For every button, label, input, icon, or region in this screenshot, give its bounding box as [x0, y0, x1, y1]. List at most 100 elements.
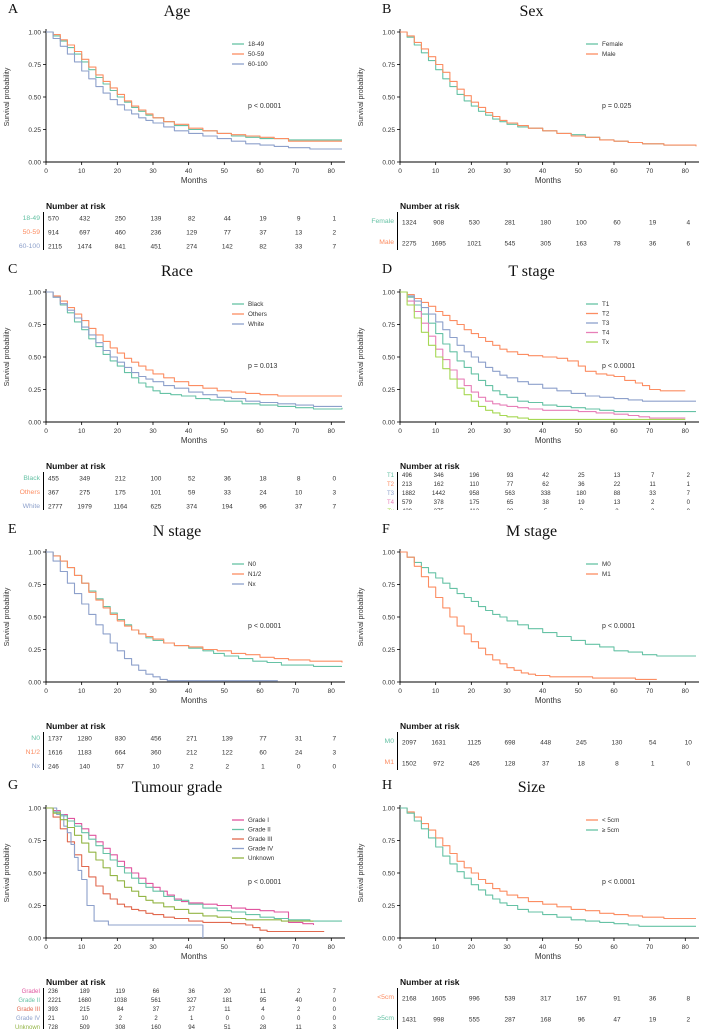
x-tick-label: 0: [398, 428, 402, 435]
risk-row-label: Male: [379, 239, 394, 247]
survival-plot-svg: 0.00 0.25 0.50 0.75 1.00 0 10 20 30 40 50 60 70 80 Mon…: [4, 805, 345, 961]
x-tick-label: 20: [114, 168, 122, 175]
km-panel: A Age 0.00 0.25 0.50 0.75 1.00 0 10 20 30 40 50 60 7…: [0, 0, 354, 250]
x-tick-label: 80: [682, 688, 690, 695]
risk-count: 236: [48, 989, 59, 996]
risk-table-header: Number at risk: [400, 977, 460, 987]
risk-count: 28: [259, 1024, 267, 1029]
risk-row-cells: 367 275 175 101 59 33 24 10 3: [43, 486, 354, 500]
risk-table: GradeI 236 189 119 66 36 20 11 2 7 Grade II 2221 168…: [0, 988, 354, 1029]
legend-label: < 5cm: [602, 817, 619, 824]
risk-count: 5: [544, 509, 547, 510]
risk-table-header: Number at risk: [400, 461, 460, 471]
x-tick-label: 30: [149, 944, 157, 951]
x-tick-label: 40: [185, 688, 193, 695]
x-tick-label: 60: [610, 688, 618, 695]
p-value-label: p < 0.0001: [248, 879, 281, 886]
risk-count: 327: [186, 998, 197, 1005]
legend-label: Unknown: [248, 855, 275, 862]
plot-legend: T1 T2 T3 T4 Tx: [586, 301, 610, 346]
risk-count: 167: [575, 995, 587, 1002]
y-axis-title: Survival probability: [4, 587, 11, 646]
y-axis-title: Survival probability: [358, 587, 365, 646]
survival-curve: [46, 807, 204, 938]
risk-table-row: T4 579 378 175 65 38 19 13 2 0: [354, 498, 709, 508]
risk-count: 4: [261, 1006, 265, 1013]
risk-count: 2: [296, 989, 301, 996]
y-tick-label: 0.00: [382, 679, 395, 686]
risk-count: 212: [186, 749, 198, 757]
x-tick-label: 50: [221, 168, 229, 175]
risk-row-cells: 1431 998 555 287 168 96 47 19 2: [397, 1009, 709, 1029]
risk-table-row: T3 1882 1442 958 563 338 180 88 33 7: [354, 489, 709, 499]
risk-count: 455: [48, 475, 59, 483]
survival-curve: [46, 31, 342, 142]
risk-count: 998: [433, 1016, 445, 1023]
x-tick-label: 50: [221, 944, 229, 951]
risk-row-label: N1/2: [25, 748, 40, 756]
km-panel: D T stage 0.00 0.25 0.50 0.75 1.00 0 10 20 30 40 5…: [354, 250, 709, 510]
risk-table: M0 2097 1631 1125 698 448 245 130 54 10 M1 1502 972 4…: [354, 732, 709, 770]
risk-count: 972: [433, 760, 445, 767]
risk-count: 7: [686, 490, 690, 497]
panel-title: Race: [161, 263, 193, 280]
risk-row-cells: 393 215 84 37 27 11 4 2 0: [43, 1005, 354, 1015]
risk-table: T1 496 346 196 93 42 25 13 7 2 T2 213 162 110 77 62 36 22…: [354, 472, 709, 510]
x-tick-label: 80: [328, 428, 336, 435]
risk-table-row: N0 1737 1280 830 456 271 139 77 31 7: [0, 732, 354, 746]
risk-count: 393: [48, 1006, 59, 1013]
risk-table-row: Female 1324 908 530 281 180 100 60 19 4: [354, 212, 709, 233]
risk-count: 1631: [431, 739, 446, 746]
legend-label: Male: [602, 51, 616, 58]
risk-count: 91: [613, 995, 621, 1002]
risk-count: 22: [613, 482, 621, 489]
risk-row-label: Unknown: [14, 1024, 40, 1029]
risk-count: 563: [504, 490, 515, 497]
x-tick-label: 20: [468, 944, 476, 951]
risk-count: 338: [540, 490, 551, 497]
risk-count: 139: [221, 735, 233, 743]
risk-count: 0: [332, 763, 337, 771]
risk-count: 10: [684, 739, 692, 746]
survival-curve: [46, 291, 342, 407]
x-tick-label: 80: [328, 688, 336, 695]
y-tick-label: 0.50: [28, 614, 41, 621]
y-tick-label: 1.00: [28, 29, 41, 36]
x-axis-title: Months: [535, 952, 561, 961]
risk-count: 245: [575, 739, 587, 746]
y-tick-label: 0.25: [28, 647, 41, 654]
x-tick-label: 30: [503, 944, 511, 951]
panel-header: D T stage: [354, 262, 709, 284]
risk-count: 451: [150, 243, 162, 251]
risk-count: 274: [186, 243, 198, 251]
risk-count: 84: [116, 1006, 124, 1013]
risk-count: 19: [649, 1016, 657, 1023]
risk-count: 308: [115, 1024, 126, 1029]
y-axis-title: Survival probability: [358, 327, 365, 386]
risk-count: 4: [686, 219, 691, 226]
panel-letter: D: [382, 262, 393, 277]
risk-count: 13: [613, 499, 621, 506]
risk-table: 18-49 570 432 250 139 82 44 19 9 1 50-59 914 697 460 2…: [0, 212, 354, 250]
x-tick-label: 60: [610, 944, 618, 951]
legend-label: M1: [602, 571, 611, 578]
risk-count: 66: [152, 989, 160, 996]
risk-count: 317: [540, 995, 552, 1002]
risk-count: 1737: [48, 735, 63, 743]
panel-header: G Tumour grade: [0, 778, 354, 800]
x-tick-label: 60: [256, 428, 264, 435]
survival-curve: [400, 31, 696, 146]
y-tick-label: 0.25: [382, 647, 395, 654]
risk-count: 2: [686, 473, 690, 480]
panel-title: Size: [517, 779, 546, 796]
risk-count: 82: [259, 243, 267, 251]
risk-count: 432: [79, 215, 91, 223]
km-panel: E N stage 0.00 0.25 0.50 0.75 1.00 0 10 20 30 40 5…: [0, 510, 354, 770]
x-tick-label: 70: [646, 944, 654, 951]
risk-count: 1: [332, 215, 337, 223]
survival-curve: [46, 551, 278, 682]
risk-count: 181: [222, 998, 233, 1005]
risk-row-cells: 429 275 112 28 5 3 2 2 0: [397, 507, 709, 510]
panel-header: B Sex: [354, 2, 709, 24]
risk-row-cells: 21 10 2 2 1 0 0 0 0: [43, 1014, 354, 1024]
